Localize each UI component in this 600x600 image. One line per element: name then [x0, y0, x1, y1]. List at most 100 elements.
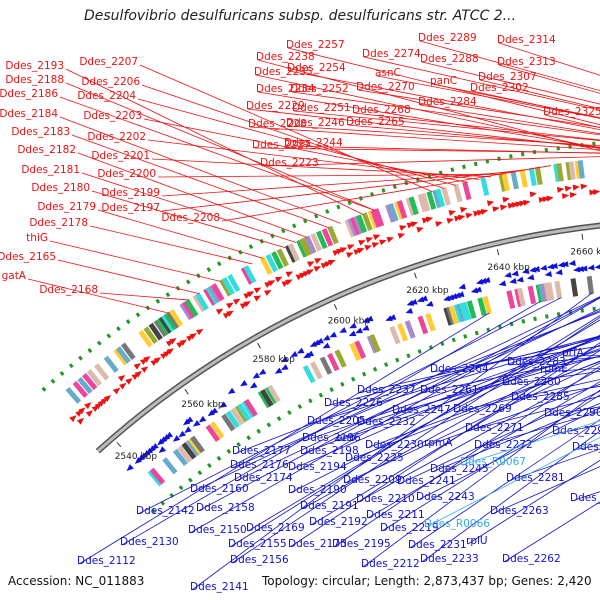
- gene-label-outer: Ddes_2223: [260, 157, 319, 169]
- forward-gene-arrow: [78, 407, 86, 415]
- cog-block-inner: [461, 301, 472, 321]
- label-connector: [141, 84, 445, 189]
- gene-label-inner: Ddes_2219: [380, 522, 439, 534]
- cog-block-outer: [396, 200, 408, 219]
- reverse-gene-arrow: [306, 350, 315, 357]
- forward-gene-arrow: [386, 237, 395, 243]
- label-connector: [233, 311, 600, 455]
- cog-block-outer: [426, 191, 437, 210]
- reverse-gene-arrow: [443, 295, 451, 302]
- reverse-gene-arrow: [388, 314, 397, 320]
- label-connector: [289, 342, 600, 548]
- forward-gene-arrow: [134, 370, 142, 378]
- gene-label-outer: Ddes_2313: [497, 56, 556, 68]
- gene-label-outer: Ddes_2204: [77, 90, 136, 102]
- forward-gene-arrow: [133, 363, 141, 370]
- forward-gene-arrow: [499, 204, 508, 211]
- forward-gene-arrow: [285, 271, 294, 278]
- label-connector: [121, 301, 541, 546]
- cog-block-outer: [373, 208, 385, 227]
- forward-gene-arrow: [117, 374, 126, 382]
- forward-gene-arrow: [232, 298, 241, 305]
- gene-label-outer: Ddes_2284: [418, 96, 477, 108]
- gene-label-outer: Ddes_2182: [17, 144, 76, 156]
- forward-gene-arrow: [410, 221, 419, 228]
- cog-block-outer: [72, 380, 89, 398]
- gene-label-outer: thiG: [26, 232, 48, 244]
- gene-label-outer: Ddes_2165: [0, 251, 56, 263]
- gene-label-outer: asnC: [375, 67, 401, 79]
- gene-label-inner: prfA: [562, 347, 585, 359]
- cog-block-outer: [276, 248, 289, 267]
- gene-label-inner: Ddes_2210: [356, 493, 415, 505]
- label-connector: [65, 82, 375, 211]
- cog-block-outer: [148, 322, 163, 341]
- cog-block-outer: [65, 386, 82, 404]
- label-connector: [498, 42, 600, 76]
- cog-block-outer: [356, 214, 368, 234]
- reverse-gene-arrow: [193, 420, 201, 427]
- forward-gene-arrow: [195, 328, 204, 336]
- forward-gene-arrow: [564, 185, 573, 192]
- label-connector: [247, 319, 600, 532]
- label-connector: [91, 190, 286, 249]
- reverse-gene-arrow: [185, 416, 194, 424]
- label-connector: [308, 335, 600, 425]
- label-connector: [71, 134, 330, 229]
- forward-gene-arrow: [346, 252, 354, 258]
- accession-text: Accession: NC_011883: [8, 574, 145, 588]
- reverse-gene-arrow: [409, 298, 418, 305]
- cog-block-inner: [554, 280, 563, 300]
- cog-block-inner: [516, 287, 526, 307]
- reverse-gene-arrow: [312, 339, 321, 346]
- forward-gene-arrow: [502, 196, 510, 203]
- gene-label-inner: Ddes_2300: [572, 441, 600, 453]
- forward-gene-arrow: [179, 339, 187, 346]
- gene-label-outer: Ddes_2206: [81, 76, 140, 88]
- label-connector: [161, 169, 527, 212]
- forward-gene-arrow: [372, 234, 381, 241]
- cog-block-outer: [163, 312, 179, 331]
- forward-gene-arrow: [556, 186, 565, 193]
- reverse-gene-arrow: [126, 464, 134, 472]
- cog-block-outer: [528, 167, 537, 187]
- cog-block-outer: [94, 363, 110, 381]
- gene-label-outer: Ddes_2183: [11, 126, 70, 138]
- reverse-gene-arrow: [405, 307, 414, 314]
- reverse-gene-arrow: [349, 322, 357, 329]
- gene-label-inner: Ddes_2233: [420, 553, 479, 565]
- cog-block-outer: [169, 309, 184, 327]
- label-connector: [288, 70, 600, 131]
- forward-gene-arrow: [274, 276, 283, 283]
- cog-block-outer: [221, 277, 236, 296]
- reverse-gene-arrow: [151, 443, 159, 450]
- forward-gene-arrow: [125, 378, 133, 385]
- label-connector: [287, 47, 600, 126]
- reverse-gene-arrow: [274, 367, 283, 374]
- tick-label: 2660 kbp: [570, 248, 600, 258]
- reverse-gene-arrow: [425, 300, 434, 307]
- cog-block-inner: [334, 349, 347, 368]
- gene-label-outer: Ddes_2207: [79, 56, 138, 68]
- cog-block-inner: [482, 295, 492, 315]
- gene-label-outer: Ddes_2257: [286, 39, 345, 51]
- label-connector: [409, 419, 600, 549]
- forward-gene-arrow: [140, 366, 149, 373]
- tick-mark: [257, 342, 261, 349]
- label-connector: [475, 411, 600, 449]
- forward-gene-arrow: [465, 212, 474, 219]
- gene-label-inner: rpmA: [424, 437, 453, 449]
- tick-mark: [333, 304, 338, 310]
- gene-label-outer: Ddes_2203: [83, 110, 142, 122]
- reverse-gene-arrow: [587, 264, 595, 271]
- gene-label-inner: Ddes_2130: [120, 536, 179, 548]
- cog-block-outer: [265, 253, 279, 273]
- forward-gene-arrow: [253, 295, 262, 302]
- label-connector: [358, 337, 600, 394]
- gene-label-inner: Ddes_2280: [502, 376, 561, 388]
- forward-gene-arrow: [572, 184, 580, 191]
- gene-label-inner: rpmE: [540, 363, 568, 375]
- map-title: Desulfovibrio desulfuricans subsp. desul…: [83, 8, 517, 24]
- reverse-gene-arrow: [546, 263, 555, 270]
- cog-block-inner: [349, 342, 362, 362]
